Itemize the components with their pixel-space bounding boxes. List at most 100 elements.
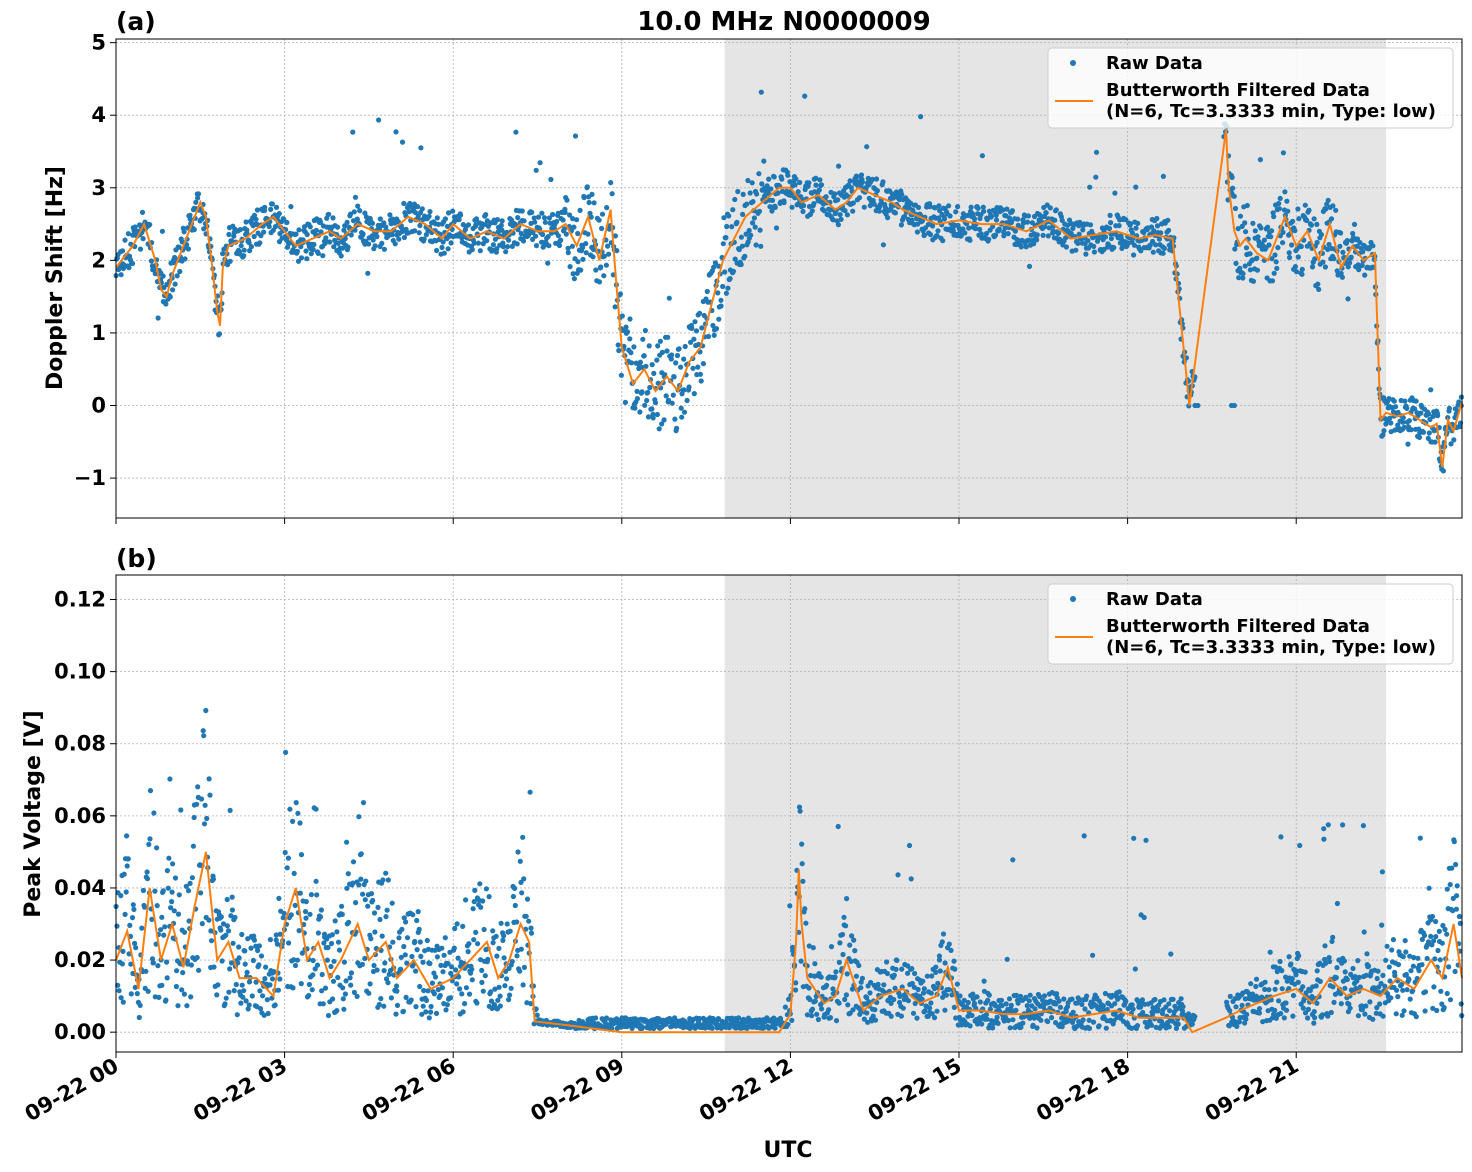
raw-data-point	[210, 876, 216, 882]
raw-data-point	[1253, 976, 1260, 982]
raw-data-point	[501, 955, 507, 961]
raw-data-point	[797, 808, 803, 814]
raw-data-point	[488, 998, 495, 1004]
raw-data-point	[884, 959, 890, 965]
raw-data-point	[1100, 1003, 1106, 1009]
raw-data-point	[1434, 1007, 1440, 1014]
raw-data-point	[941, 216, 948, 222]
raw-data-point	[836, 1000, 842, 1006]
raw-data-point	[355, 203, 361, 209]
raw-data-point	[172, 875, 179, 881]
raw-data-point	[1166, 227, 1172, 233]
raw-data-point	[978, 231, 984, 237]
raw-data-point	[502, 983, 508, 989]
raw-data-point	[935, 228, 941, 234]
raw-data-point	[698, 378, 704, 384]
raw-data-point	[457, 212, 464, 218]
raw-data-point	[392, 241, 398, 247]
raw-data-point	[1401, 424, 1407, 430]
raw-data-point	[330, 215, 336, 221]
raw-data-point	[504, 244, 511, 250]
raw-data-point	[452, 925, 458, 932]
raw-data-point	[118, 272, 124, 278]
raw-data-point	[734, 219, 740, 225]
raw-data-point	[255, 947, 261, 954]
raw-data-point	[159, 914, 165, 920]
raw-data-point	[1322, 264, 1328, 270]
raw-data-point	[1236, 1019, 1242, 1025]
raw-data-point	[231, 988, 237, 994]
raw-data-point	[454, 981, 460, 987]
raw-data-point	[498, 920, 504, 926]
raw-data-point	[404, 935, 411, 941]
raw-data-point	[440, 969, 446, 975]
raw-data-point	[463, 985, 469, 991]
raw-data-point	[1382, 983, 1388, 989]
raw-data-point	[585, 231, 591, 237]
raw-data-point	[739, 243, 746, 249]
raw-data-point	[893, 966, 899, 973]
raw-data-point	[291, 870, 297, 877]
raw-data-point	[1283, 1007, 1290, 1013]
raw-data-point	[574, 217, 580, 223]
raw-data-point	[758, 243, 764, 249]
raw-data-point	[248, 945, 254, 951]
y-tick-label: 3	[91, 176, 106, 200]
raw-data-point	[1286, 250, 1292, 256]
raw-data-point	[362, 210, 368, 216]
raw-data-point	[1042, 224, 1048, 230]
raw-data-point	[1009, 208, 1016, 214]
raw-data-point	[1129, 230, 1135, 236]
raw-data-point	[588, 214, 594, 220]
raw-data-point	[128, 961, 134, 967]
raw-data-point	[147, 788, 154, 794]
raw-data-point	[427, 209, 433, 215]
raw-data-point	[996, 226, 1002, 232]
raw-data-point	[809, 1013, 815, 1019]
raw-data-point	[632, 405, 638, 411]
raw-data-point	[947, 213, 953, 219]
raw-data-point	[310, 957, 316, 964]
raw-data-point	[1017, 993, 1024, 999]
raw-data-point	[1321, 836, 1327, 842]
raw-data-point	[1038, 1017, 1044, 1023]
raw-data-point	[140, 236, 146, 242]
raw-data-point	[738, 261, 744, 268]
raw-data-point	[164, 959, 170, 965]
axes-frame	[115, 38, 1463, 519]
raw-data-point	[1186, 1011, 1192, 1017]
raw-data-point	[912, 970, 918, 977]
raw-data-point	[179, 987, 185, 993]
raw-data-point	[448, 970, 454, 976]
raw-data-point	[968, 204, 974, 210]
raw-data-point	[1135, 220, 1141, 226]
raw-data-point	[134, 991, 140, 997]
raw-data-point	[909, 217, 915, 223]
raw-data-point	[799, 841, 805, 847]
raw-data-point	[962, 230, 968, 236]
raw-data-point	[818, 974, 824, 980]
raw-data-point	[693, 328, 700, 334]
raw-data-point	[1112, 190, 1118, 196]
raw-data-point	[940, 238, 946, 244]
raw-data-point	[1178, 996, 1184, 1002]
raw-data-point	[269, 201, 275, 207]
raw-data-point	[1151, 228, 1157, 234]
raw-data-point	[152, 888, 158, 894]
raw-data-point	[732, 256, 738, 262]
raw-data-point	[1153, 242, 1159, 248]
raw-data-point	[1108, 235, 1114, 242]
raw-data-point	[1166, 1024, 1172, 1030]
raw-data-point	[496, 984, 502, 990]
raw-data-point	[451, 945, 457, 951]
raw-data-point	[434, 954, 440, 960]
raw-data-point	[1274, 265, 1280, 271]
raw-data-point	[1286, 954, 1292, 960]
raw-data-point	[927, 204, 933, 210]
raw-data-point	[535, 214, 542, 220]
raw-data-point	[1334, 268, 1340, 274]
raw-data-point	[1127, 221, 1134, 227]
raw-data-point	[218, 914, 224, 920]
raw-data-point	[966, 225, 972, 231]
raw-data-point	[1312, 1015, 1318, 1021]
